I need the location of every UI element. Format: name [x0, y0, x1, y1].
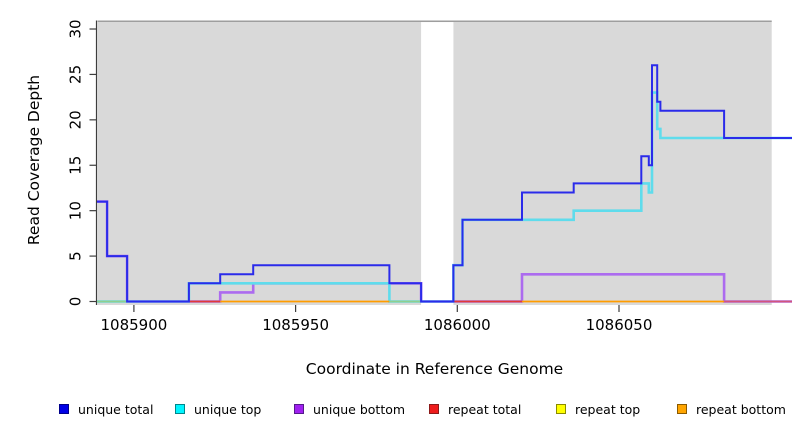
y-tick-label: 20: [67, 110, 85, 129]
series-unique-total-line: [97, 64, 792, 303]
x-tick-label: 1086050: [586, 316, 653, 334]
no-data-gap-band: [421, 22, 454, 305]
y-axis-label: Read Coverage Depth: [25, 74, 43, 246]
x-tick-label: 1086000: [424, 316, 491, 334]
y-tick-label: 25: [67, 65, 85, 84]
x-tick-label: 1085900: [100, 316, 167, 334]
y-tick-label: 0: [67, 297, 85, 307]
x-axis-label: Coordinate in Reference Genome: [305, 360, 564, 378]
y-tick-label: 30: [67, 19, 85, 38]
y-tick-label: 15: [67, 156, 85, 175]
series-unique-top-line: [97, 91, 792, 303]
x-tick-label: 1085950: [262, 316, 329, 334]
y-tick-label: 10: [67, 201, 85, 220]
y-tick-label: 5: [67, 251, 85, 261]
